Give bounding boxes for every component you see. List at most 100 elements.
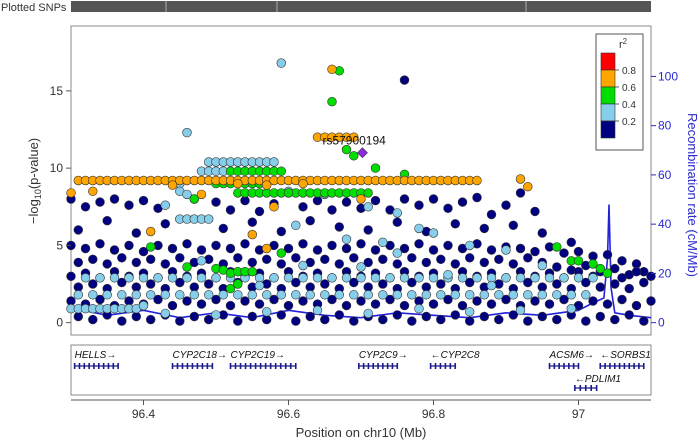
snp-point — [276, 166, 286, 176]
gene-exon — [78, 363, 81, 369]
snp-point — [283, 243, 294, 254]
snp-point — [189, 290, 200, 300]
snp-point — [363, 257, 373, 268]
snp-point — [465, 290, 475, 300]
gene-exon — [553, 363, 556, 369]
snp-point — [124, 200, 134, 210]
snp-point — [399, 194, 410, 204]
snp-point — [631, 300, 642, 311]
snp-point — [414, 273, 424, 283]
snp-point — [407, 253, 417, 263]
snp-point — [269, 157, 279, 167]
y-tick-label: 0 — [56, 316, 63, 330]
plotted-snps-bar — [71, 1, 651, 12]
gene-exon — [181, 363, 184, 369]
snp-point — [356, 239, 366, 249]
snp-point — [465, 307, 475, 317]
snp-point — [392, 248, 402, 258]
gene-exon — [83, 363, 86, 369]
y-tick-label: 10 — [50, 161, 64, 175]
legend-label: 0.8 — [622, 66, 636, 77]
snp-point — [131, 290, 142, 300]
snp-point — [167, 300, 178, 311]
snp-point — [523, 290, 533, 300]
snp-point — [537, 260, 547, 271]
gene-exon — [642, 363, 645, 369]
snp-point — [327, 96, 337, 107]
gene-exon — [568, 363, 570, 369]
snp-point — [523, 316, 533, 326]
snp-point — [182, 189, 192, 200]
snp-point — [639, 316, 649, 326]
snp-point — [298, 260, 308, 271]
snp-point — [327, 205, 337, 215]
snp-point — [486, 245, 497, 255]
snp-point — [175, 290, 185, 300]
snp-point — [247, 229, 258, 240]
gene-exon — [234, 363, 237, 369]
gene-exon — [386, 363, 389, 369]
snp-point — [370, 163, 381, 173]
snp-point — [196, 245, 207, 255]
snp-point — [356, 194, 366, 204]
legend-title: r2 — [619, 37, 628, 51]
gene-track: HELLS→ CYP2C18→ CYP2C19→ CYP2C9→ ←CYP2C8 ACSM… — [73, 350, 651, 391]
snp-point — [646, 271, 656, 281]
snp-point — [530, 296, 540, 306]
snp-point — [501, 200, 511, 210]
gene-label: ←CYP2C8 — [431, 350, 480, 361]
gene-label: ←PDLIM1 — [575, 374, 621, 385]
snp-point — [494, 290, 504, 300]
y-tick-label: 15 — [50, 84, 64, 98]
legend-label: 0.6 — [622, 83, 636, 94]
snp-point — [95, 294, 105, 305]
snp-point — [573, 273, 584, 283]
snp-point — [450, 310, 460, 320]
snp-point — [167, 243, 178, 254]
snp-point — [349, 277, 359, 288]
y-right-tick-label: 0 — [658, 316, 665, 330]
snp-point — [291, 316, 301, 326]
plotted-snps-label: Plotted SNPs — [1, 2, 67, 14]
gene-exon — [579, 385, 582, 391]
snp-point — [233, 316, 243, 326]
gene-exon — [112, 363, 115, 369]
gene-exon — [107, 363, 110, 369]
snp-point — [312, 245, 323, 255]
legend-label: 0.2 — [622, 117, 636, 128]
snp-point — [218, 290, 229, 300]
snp-point — [196, 256, 207, 266]
lead-snp-marker — [357, 147, 368, 159]
snp-point — [530, 246, 540, 257]
snp-point — [602, 299, 613, 309]
snp-point — [581, 290, 591, 300]
snp-point — [588, 296, 598, 306]
snp-point — [566, 290, 576, 300]
gene-exon — [391, 363, 394, 369]
snp-point — [160, 259, 171, 269]
x-tick-label: 96.4 — [132, 407, 156, 421]
gene-exon — [613, 363, 616, 369]
lead-snp-label: rs57900194 — [322, 134, 386, 148]
gene-exon — [574, 385, 576, 391]
snp-point — [160, 200, 171, 210]
snp-point — [204, 214, 214, 224]
snp-point — [117, 316, 127, 326]
snp-point — [552, 314, 562, 325]
snp-point — [240, 296, 250, 306]
snp-point — [428, 194, 439, 204]
gene-exon — [439, 363, 442, 369]
y-axis-title-left: −log10(p-value) — [26, 138, 43, 224]
snp-point — [581, 277, 591, 288]
snp-point — [88, 290, 98, 300]
snp-point — [465, 277, 475, 288]
snp-point — [617, 273, 627, 283]
lead-snp-layer: rs57900194 — [322, 134, 386, 159]
snp-point — [320, 314, 330, 325]
snp-point — [602, 268, 613, 278]
snp-point — [131, 311, 142, 322]
snp-point — [66, 271, 76, 281]
snp-point — [378, 290, 388, 300]
snp-point — [233, 279, 243, 289]
